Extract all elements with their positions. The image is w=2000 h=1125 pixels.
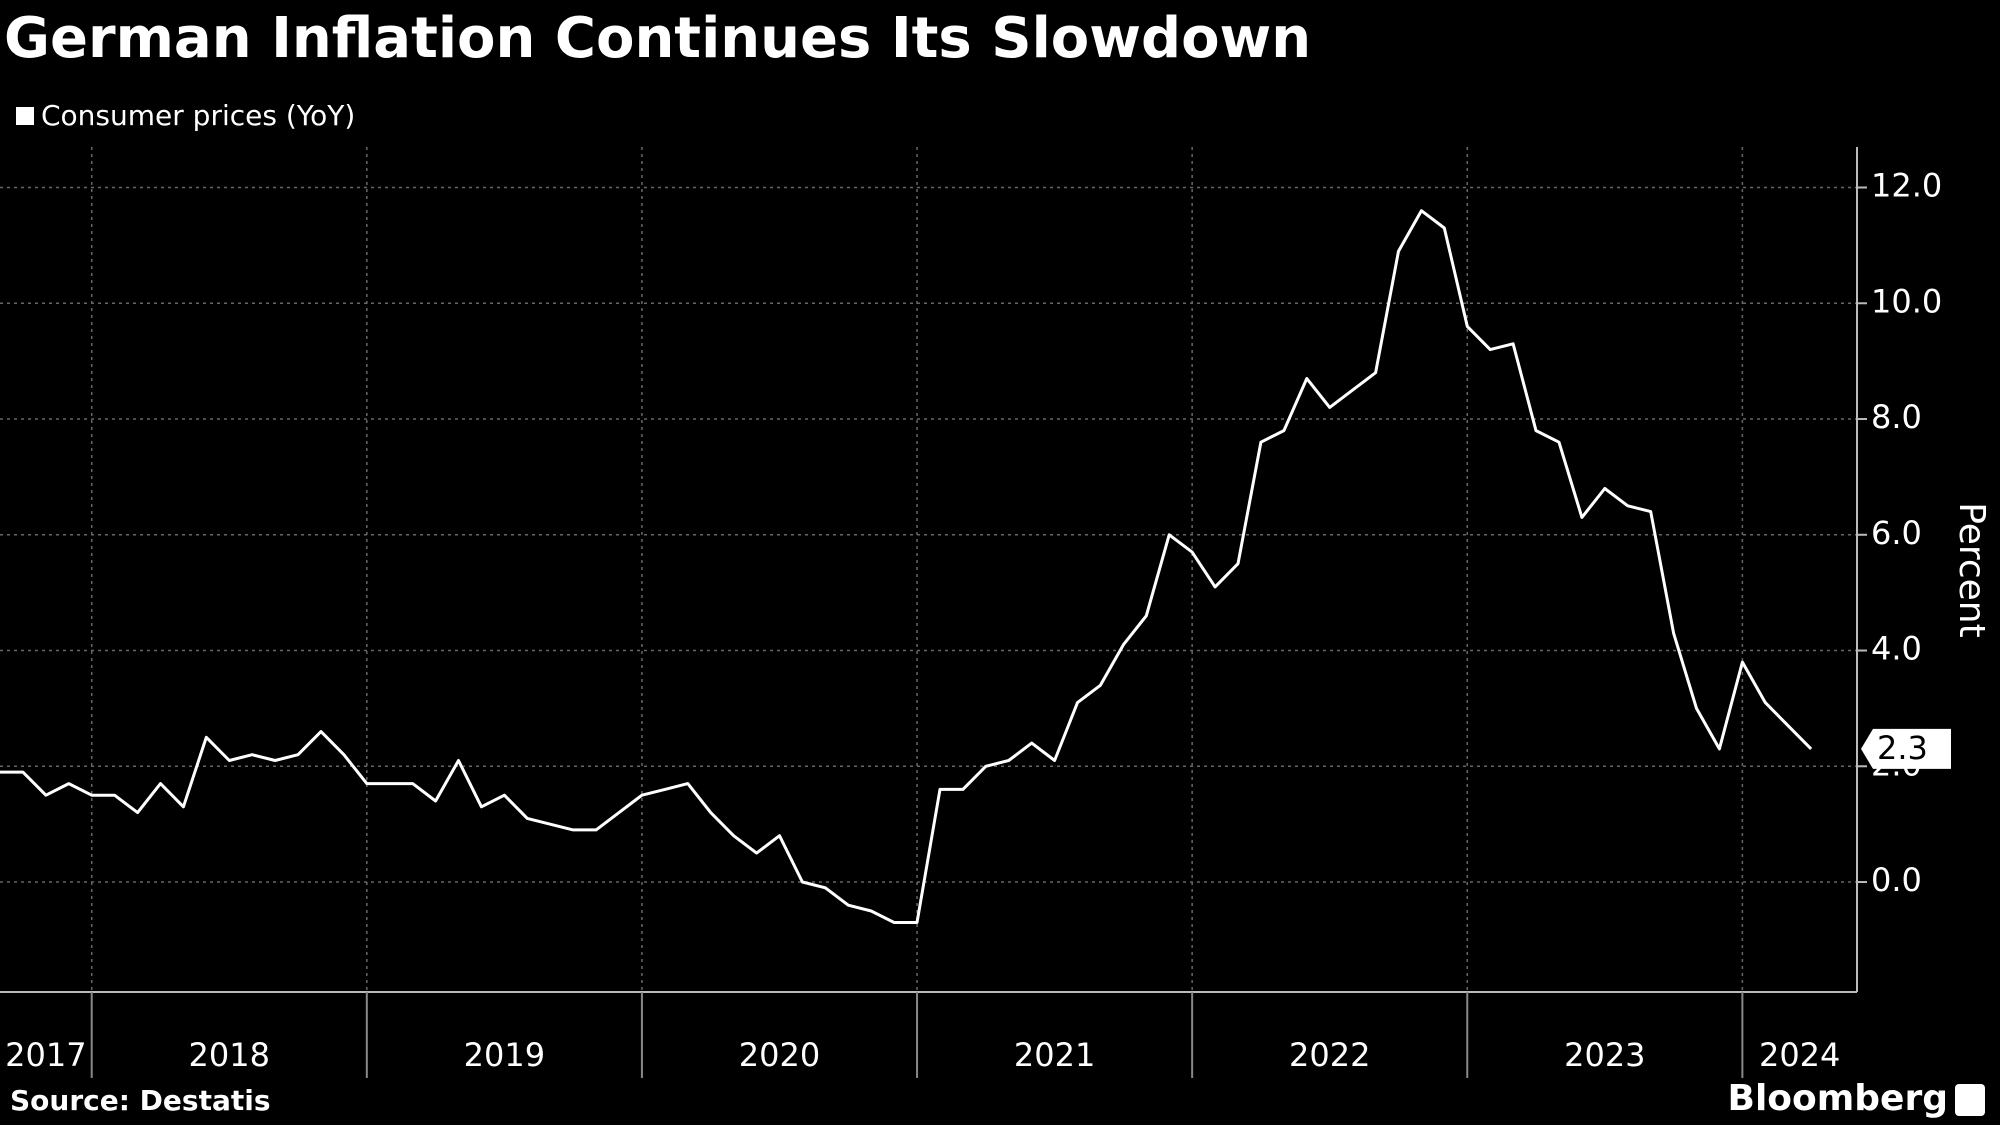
y-tick-label: 4.0 xyxy=(1871,630,1922,668)
value-label-box xyxy=(1861,728,1951,769)
legend-swatch xyxy=(16,107,34,125)
x-tick-label: 2024 xyxy=(1759,1036,1840,1074)
x-tick-label: 2017 xyxy=(5,1036,86,1074)
line xyxy=(0,209,1813,924)
value-label: 2.3 xyxy=(1877,729,1928,767)
brand: Bloomberg xyxy=(1728,1078,1948,1119)
x-tick-label: 2021 xyxy=(1014,1036,1095,1074)
x-tick-label: 2020 xyxy=(739,1036,820,1074)
x-tick-label: 2022 xyxy=(1289,1036,1370,1074)
x-tick-label: 2018 xyxy=(189,1036,270,1074)
y-tick-label: 6.0 xyxy=(1871,514,1922,552)
source: Source: Destatis xyxy=(10,1084,271,1117)
y-tick-label: 12.0 xyxy=(1871,167,1942,205)
x-tick-label: 2019 xyxy=(464,1036,545,1074)
y-tick-label: 8.0 xyxy=(1871,398,1922,436)
y-tick-label: 0.0 xyxy=(1871,861,1922,899)
y-axis-label: Percent xyxy=(1951,502,1992,637)
brand-icon xyxy=(1955,1084,1985,1116)
chart-title: German Inflation Continues Its Slowdown xyxy=(4,6,1311,71)
x-tick-label: 2023 xyxy=(1564,1036,1645,1074)
y-tick-label: 10.0 xyxy=(1871,282,1942,320)
legend-label: Consumer prices (YoY) xyxy=(41,99,355,132)
